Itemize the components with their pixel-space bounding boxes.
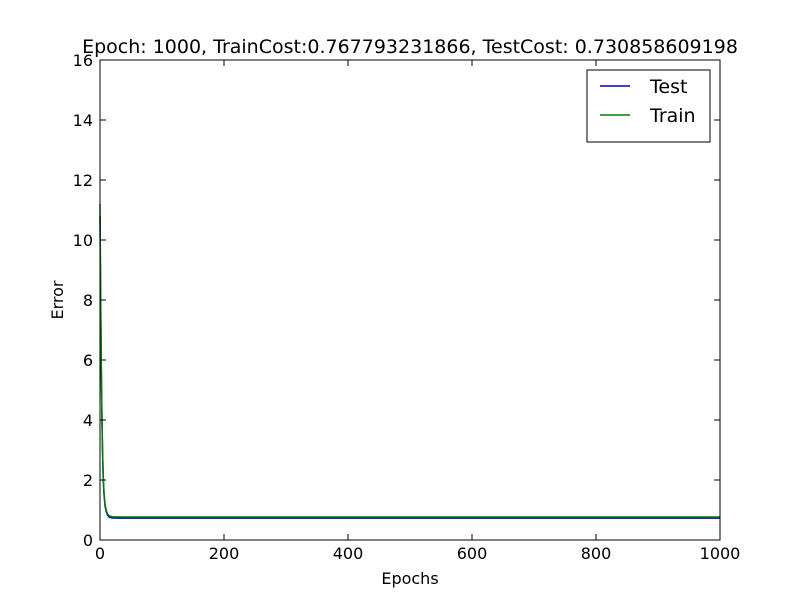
x-tick-label: 400	[333, 544, 364, 563]
x-tick-label: 1000	[700, 544, 741, 563]
legend-box	[586, 69, 711, 143]
series-line-train	[99, 203, 720, 518]
legend-label-train: Train	[649, 105, 696, 127]
y-tick-label: 8	[83, 291, 93, 310]
y-tick-label: 16	[73, 51, 93, 70]
legend-label-test: Test	[649, 76, 687, 98]
y-tick-label: 12	[73, 171, 93, 190]
x-tick-label: 0	[95, 544, 105, 563]
y-tick-label: 4	[83, 411, 93, 430]
y-axis-label: Error	[48, 280, 67, 319]
tick-layer: 0 200 400 600 800 1000 0 2 4 6 8 10 12 14 16	[73, 51, 741, 563]
chart-title: Epoch: 1000, TrainCost:0.767793231866, T…	[82, 36, 738, 58]
y-tick-label: 0	[83, 531, 93, 550]
y-tick-label: 2	[83, 471, 93, 490]
x-tick-label: 800	[581, 544, 612, 563]
y-tick-label: 14	[73, 111, 93, 130]
x-tick-label: 600	[457, 544, 488, 563]
series-layer	[99, 203, 720, 519]
legend: Test Train	[586, 69, 711, 143]
x-axis-label: Epochs	[381, 569, 438, 588]
y-tick-label: 6	[83, 351, 93, 370]
y-tick-label: 10	[73, 231, 93, 250]
x-tick-label: 200	[209, 544, 240, 563]
